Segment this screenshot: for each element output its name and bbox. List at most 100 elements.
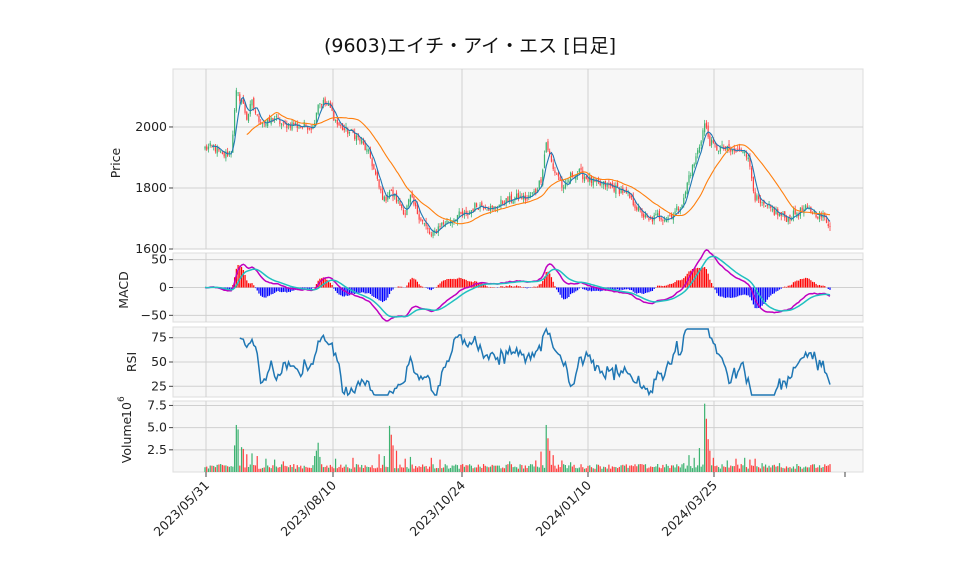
macd-histogram-bar [791, 284, 793, 288]
volume-bar [592, 468, 594, 472]
macd-histogram-bar [538, 284, 540, 288]
volume-bar [516, 467, 518, 472]
macd-histogram-bar [589, 287, 591, 291]
macd-histogram-bar [582, 287, 584, 290]
macd-histogram-bar [728, 287, 730, 298]
macd-histogram-bar [469, 281, 471, 288]
volume-bar [529, 464, 532, 472]
macd-histogram-bar [824, 286, 826, 288]
macd-histogram-bar [568, 287, 570, 298]
candle-body [615, 185, 617, 194]
volume-bar [449, 467, 452, 472]
macd-histogram-bar [705, 269, 708, 288]
macd-histogram-bar [664, 285, 666, 288]
candle-body [583, 177, 586, 182]
volume-bar [740, 464, 742, 472]
macd-histogram-bar [286, 287, 288, 293]
candle-body [728, 143, 730, 150]
volume-bar [418, 466, 420, 472]
candle-body [366, 148, 368, 152]
macd-histogram-bar [679, 280, 681, 288]
macd-histogram-bar [695, 268, 697, 288]
macd-histogram-bar [639, 287, 641, 293]
volume-bar [352, 457, 354, 472]
volume-bar [550, 464, 553, 472]
volume-bar [813, 464, 815, 472]
volume-bar [263, 467, 265, 472]
macd-histogram-bar [261, 287, 264, 297]
volume-bar [456, 465, 459, 472]
candle-body [381, 190, 384, 200]
macd-histogram-bar [747, 287, 749, 296]
candle-body [693, 164, 695, 167]
volume-bar [206, 466, 208, 472]
macd-histogram-bar [512, 286, 514, 288]
volume-bar [218, 464, 220, 472]
volume-bar [321, 464, 323, 472]
candle-body [477, 208, 479, 210]
ma-long-line [246, 111, 831, 225]
candle-body [218, 148, 220, 151]
macd-histogram-bar [657, 285, 659, 288]
candle-body [409, 194, 412, 202]
candle-body [488, 209, 490, 211]
volume-bar [522, 468, 525, 472]
candle-body [778, 214, 781, 216]
macd-histogram-bar [277, 287, 279, 292]
macd-histogram-bar [653, 287, 655, 289]
volume-bar [220, 464, 222, 472]
macd-histogram-bar [321, 278, 323, 288]
candle-body [388, 191, 391, 197]
macd-histogram-bar [556, 287, 558, 290]
macd-histogram-bar [467, 281, 469, 288]
macd-histogram-bar [634, 287, 636, 293]
candle-body [521, 197, 523, 200]
volume-bar [272, 465, 274, 472]
macd-histogram-bar [380, 287, 382, 301]
macd-histogram-bar [260, 287, 262, 296]
candle-body [387, 196, 389, 200]
candle-body [629, 193, 631, 199]
volume-bar [387, 467, 389, 472]
volume-bar [827, 465, 829, 472]
price-panel: 1600 1800 2000 [135, 68, 864, 256]
candle-body [509, 196, 511, 202]
macd-histogram-bar [246, 280, 248, 288]
macd-histogram-bar [550, 277, 553, 288]
volume-bar [571, 466, 573, 472]
candle-body [622, 187, 624, 193]
macd-histogram-bar [484, 285, 486, 288]
candle-body [657, 213, 659, 216]
macd-histogram-bar [347, 287, 349, 296]
candle-body [533, 190, 535, 194]
macd-histogram-bar [756, 287, 758, 309]
candle-body [711, 139, 713, 145]
volume-bar [794, 468, 796, 472]
macd-histogram-bar [489, 286, 492, 288]
macd-histogram-bar [683, 278, 685, 288]
candle-body [738, 147, 741, 149]
candle-body [456, 215, 459, 223]
macd-ytick-label: 0 [159, 280, 167, 295]
candle-body [416, 204, 419, 215]
macd-histogram-bar [451, 278, 453, 288]
candle-body [535, 189, 537, 193]
volume-bar [268, 467, 271, 472]
macd-histogram-bar [448, 278, 450, 288]
candle-body [817, 217, 819, 219]
candle-body [293, 122, 295, 126]
macd-histogram-bar [486, 286, 488, 288]
volume-bar [333, 468, 335, 472]
candle-body [279, 120, 281, 125]
macd-histogram-bar [613, 287, 615, 291]
candle-body [265, 123, 267, 126]
macd-histogram-bar [691, 269, 694, 288]
volume-bar [686, 465, 688, 472]
candle-body [376, 172, 378, 179]
volume-bar [648, 467, 650, 472]
macd-histogram-bar [536, 286, 539, 288]
price-ytick-label: 2000 [135, 119, 167, 134]
macd-histogram-bar [408, 282, 410, 288]
candle-body [232, 134, 234, 153]
macd-histogram-bar [554, 286, 556, 288]
